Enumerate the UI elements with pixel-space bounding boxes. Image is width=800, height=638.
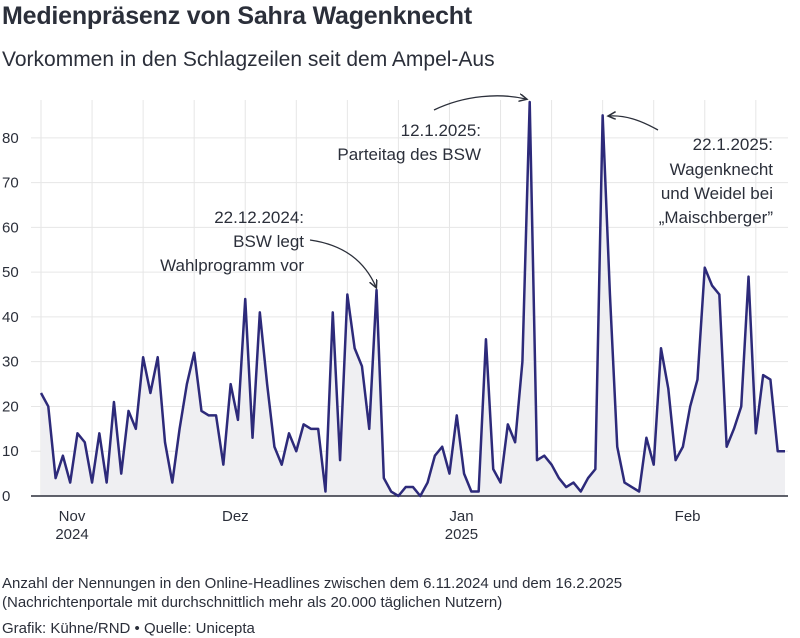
footnote-line-2: (Nachrichtenportale mit durchschnittlich…: [2, 594, 503, 611]
annotation-text: und Weidel bei: [661, 184, 773, 203]
annotation-text: BSW legt: [233, 232, 304, 251]
x-tick-label: Nov: [59, 508, 86, 525]
x-tick-label: Feb: [675, 508, 701, 525]
series-path: [39, 100, 785, 498]
y-tick-label: 30: [2, 354, 19, 371]
annotation-text: „Maischberger”: [659, 208, 774, 227]
chart-title: Medienpräsenz von Sahra Wagenknecht: [2, 2, 472, 30]
x-tick-label: Jan: [449, 508, 473, 525]
annotation-arrow: [433, 96, 526, 111]
annotation-text: Wahlprogramm vor: [160, 256, 304, 275]
x-tick-year-label: 2025: [445, 526, 478, 543]
annotation-arrow: [309, 239, 376, 287]
y-tick-label: 10: [2, 443, 19, 460]
annotation-text: 22.12.2024:: [214, 208, 304, 227]
annotation-text: 22.1.2025:: [693, 135, 773, 154]
footnote-line-1: Anzahl der Nennungen in den Online-Headl…: [2, 575, 623, 592]
annotation-text: Parteitag des BSW: [337, 145, 481, 164]
area-fill: [41, 102, 785, 496]
series-line: [39, 100, 785, 498]
y-tick-label: 0: [2, 488, 10, 505]
chart-subtitle: Vorkommen in den Schlagzeilen seit dem A…: [2, 48, 495, 71]
annotation-text: 12.1.2025:: [401, 121, 481, 140]
annotations: 22.12.2024: BSW legt Wahlprogramm vor 12.1.…: [160, 96, 773, 287]
y-tick-label: 60: [2, 219, 19, 236]
series-area: [41, 102, 785, 496]
y-tick-label: 50: [2, 264, 19, 281]
y-tick-label: 80: [2, 130, 19, 147]
annotation-arrow: [609, 116, 659, 131]
y-tick-label: 40: [2, 309, 19, 326]
credit-line: Grafik: Kühne/RND • Quelle: Unicepta: [2, 620, 255, 637]
y-tick-label: 20: [2, 398, 19, 415]
annotation-text: Wagenknecht: [670, 160, 774, 179]
x-tick-year-label: 2024: [55, 526, 88, 543]
x-tick-label: Dez: [222, 508, 249, 525]
y-tick-label: 70: [2, 175, 19, 192]
